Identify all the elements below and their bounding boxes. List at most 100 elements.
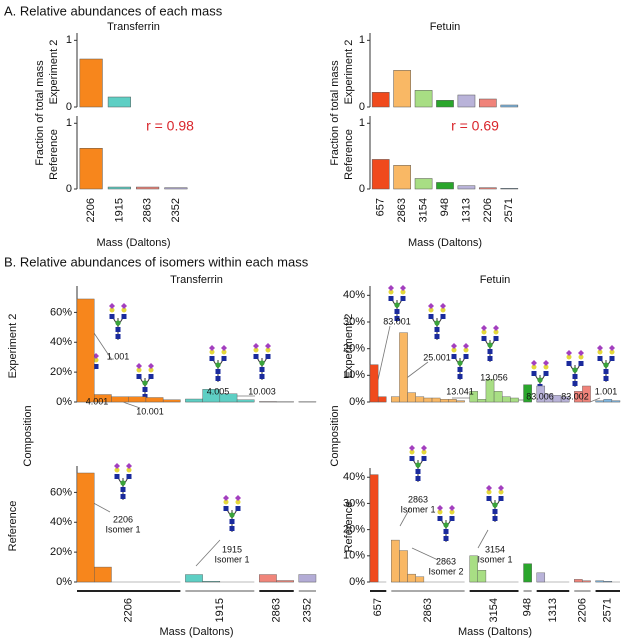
bar (393, 70, 411, 108)
x-tick-label: 2352 (170, 198, 182, 222)
row-label: Reference (48, 129, 60, 180)
bar (377, 396, 387, 403)
bar (407, 392, 416, 403)
bar (457, 94, 476, 108)
bar (469, 391, 478, 403)
bar (510, 397, 519, 403)
bar (469, 555, 478, 583)
bar (219, 393, 238, 403)
isomer-label: 25.001 (423, 352, 451, 362)
y-tick-label: 1 (66, 34, 72, 46)
bar (391, 396, 400, 403)
x-tick-label: 3154 (417, 198, 429, 222)
isomer-label: 2863 (408, 494, 428, 504)
y-tick-label: 10% (343, 550, 365, 562)
bar (448, 399, 457, 403)
bar (128, 396, 147, 403)
x-tick-label: 2863 (396, 198, 408, 222)
x-tick-label: 2206 (85, 198, 97, 222)
chart-title: Transferrin (107, 21, 160, 33)
x-tick-label: 1915 (113, 198, 125, 222)
isomer-label: Isomer 1 (400, 504, 435, 514)
bar (477, 570, 487, 583)
isomer-label: 10.003 (248, 386, 276, 396)
bar (436, 182, 454, 190)
bar (574, 579, 583, 583)
y-tick-label: 40% (343, 471, 365, 483)
bar (436, 100, 454, 108)
bar (79, 58, 103, 108)
isomer-label: Isomer 2 (428, 566, 463, 576)
bar (523, 384, 532, 403)
bar (457, 185, 476, 190)
bar (202, 581, 221, 583)
group-label: 657 (372, 598, 384, 616)
isomer-label: 2206 (113, 514, 133, 524)
row-label: Experiment 2 (343, 40, 355, 105)
bar (603, 399, 613, 403)
y-tick-label: 0% (56, 396, 72, 408)
y-tick-label: 40% (50, 516, 72, 528)
isomer-label: Isomer 1 (105, 524, 140, 534)
isomer-label: 13.056 (480, 372, 508, 382)
bar (493, 391, 503, 403)
bar (371, 159, 390, 190)
isomer-label: 13.041 (446, 386, 474, 396)
bar (500, 104, 519, 108)
isomer-label: 83.001 (383, 316, 411, 326)
bar (595, 400, 604, 403)
group-label: 2863 (422, 598, 434, 622)
row-label: Experiment 2 (7, 314, 19, 379)
y-tick-label: 60% (50, 306, 72, 318)
bar (611, 400, 621, 403)
bar (431, 397, 441, 403)
isomer-label: 1.001 (595, 386, 618, 396)
bar (414, 178, 433, 190)
x-tick-label: 948 (439, 198, 451, 216)
group-label: 1915 (214, 598, 226, 622)
isomer-label: 83.002 (561, 391, 589, 401)
y-tick-label: 20% (343, 343, 365, 355)
y-tick-label: 40% (50, 336, 72, 348)
isomer-label: Isomer 1 (214, 554, 249, 564)
row-label: Reference (7, 501, 19, 552)
annotation: r = 0.98 (146, 118, 194, 134)
bar (393, 165, 411, 190)
bar (552, 395, 562, 403)
bar (371, 92, 390, 108)
x-axis-label: Mass (Daltons) (408, 237, 482, 249)
bar (79, 148, 103, 190)
y-tick-label: 20% (50, 546, 72, 558)
y-tick-label: 1 (66, 117, 72, 129)
chart-title: Fetuin (480, 274, 511, 286)
group-label: 1313 (547, 598, 559, 622)
group-label: 948 (521, 598, 533, 616)
y-axis-label: Fraction of total mass (329, 60, 341, 166)
y-tick-label: 0 (359, 183, 365, 195)
bar (107, 96, 131, 108)
section-title: A. Relative abundances of each mass (4, 3, 223, 18)
y-tick-label: 30% (343, 316, 365, 328)
x-tick-label: 2206 (482, 198, 494, 222)
isomer-label: 1915 (222, 544, 242, 554)
bar (439, 399, 449, 403)
chart-title: Fetuin (430, 21, 461, 33)
group-label: 2571 (602, 598, 614, 622)
bar (423, 397, 433, 403)
row-label: Experiment 2 (48, 40, 60, 105)
bar (407, 573, 416, 583)
x-axis-label: Mass (Daltons) (97, 237, 171, 249)
y-tick-label: 0 (359, 101, 365, 113)
bar (477, 399, 487, 403)
y-tick-label: 40% (343, 289, 365, 301)
y-axis-label: Fraction of total mass (34, 60, 46, 166)
bar (414, 90, 433, 108)
bar (536, 572, 546, 583)
bar (582, 580, 591, 583)
section-title: B. Relative abundances of isomers within… (4, 254, 309, 269)
isomer-label: Isomer 1 (477, 554, 512, 564)
bar (502, 396, 511, 403)
bar (136, 186, 160, 190)
group-label: 3154 (488, 598, 500, 622)
isomer-label: 10.001 (136, 406, 164, 416)
